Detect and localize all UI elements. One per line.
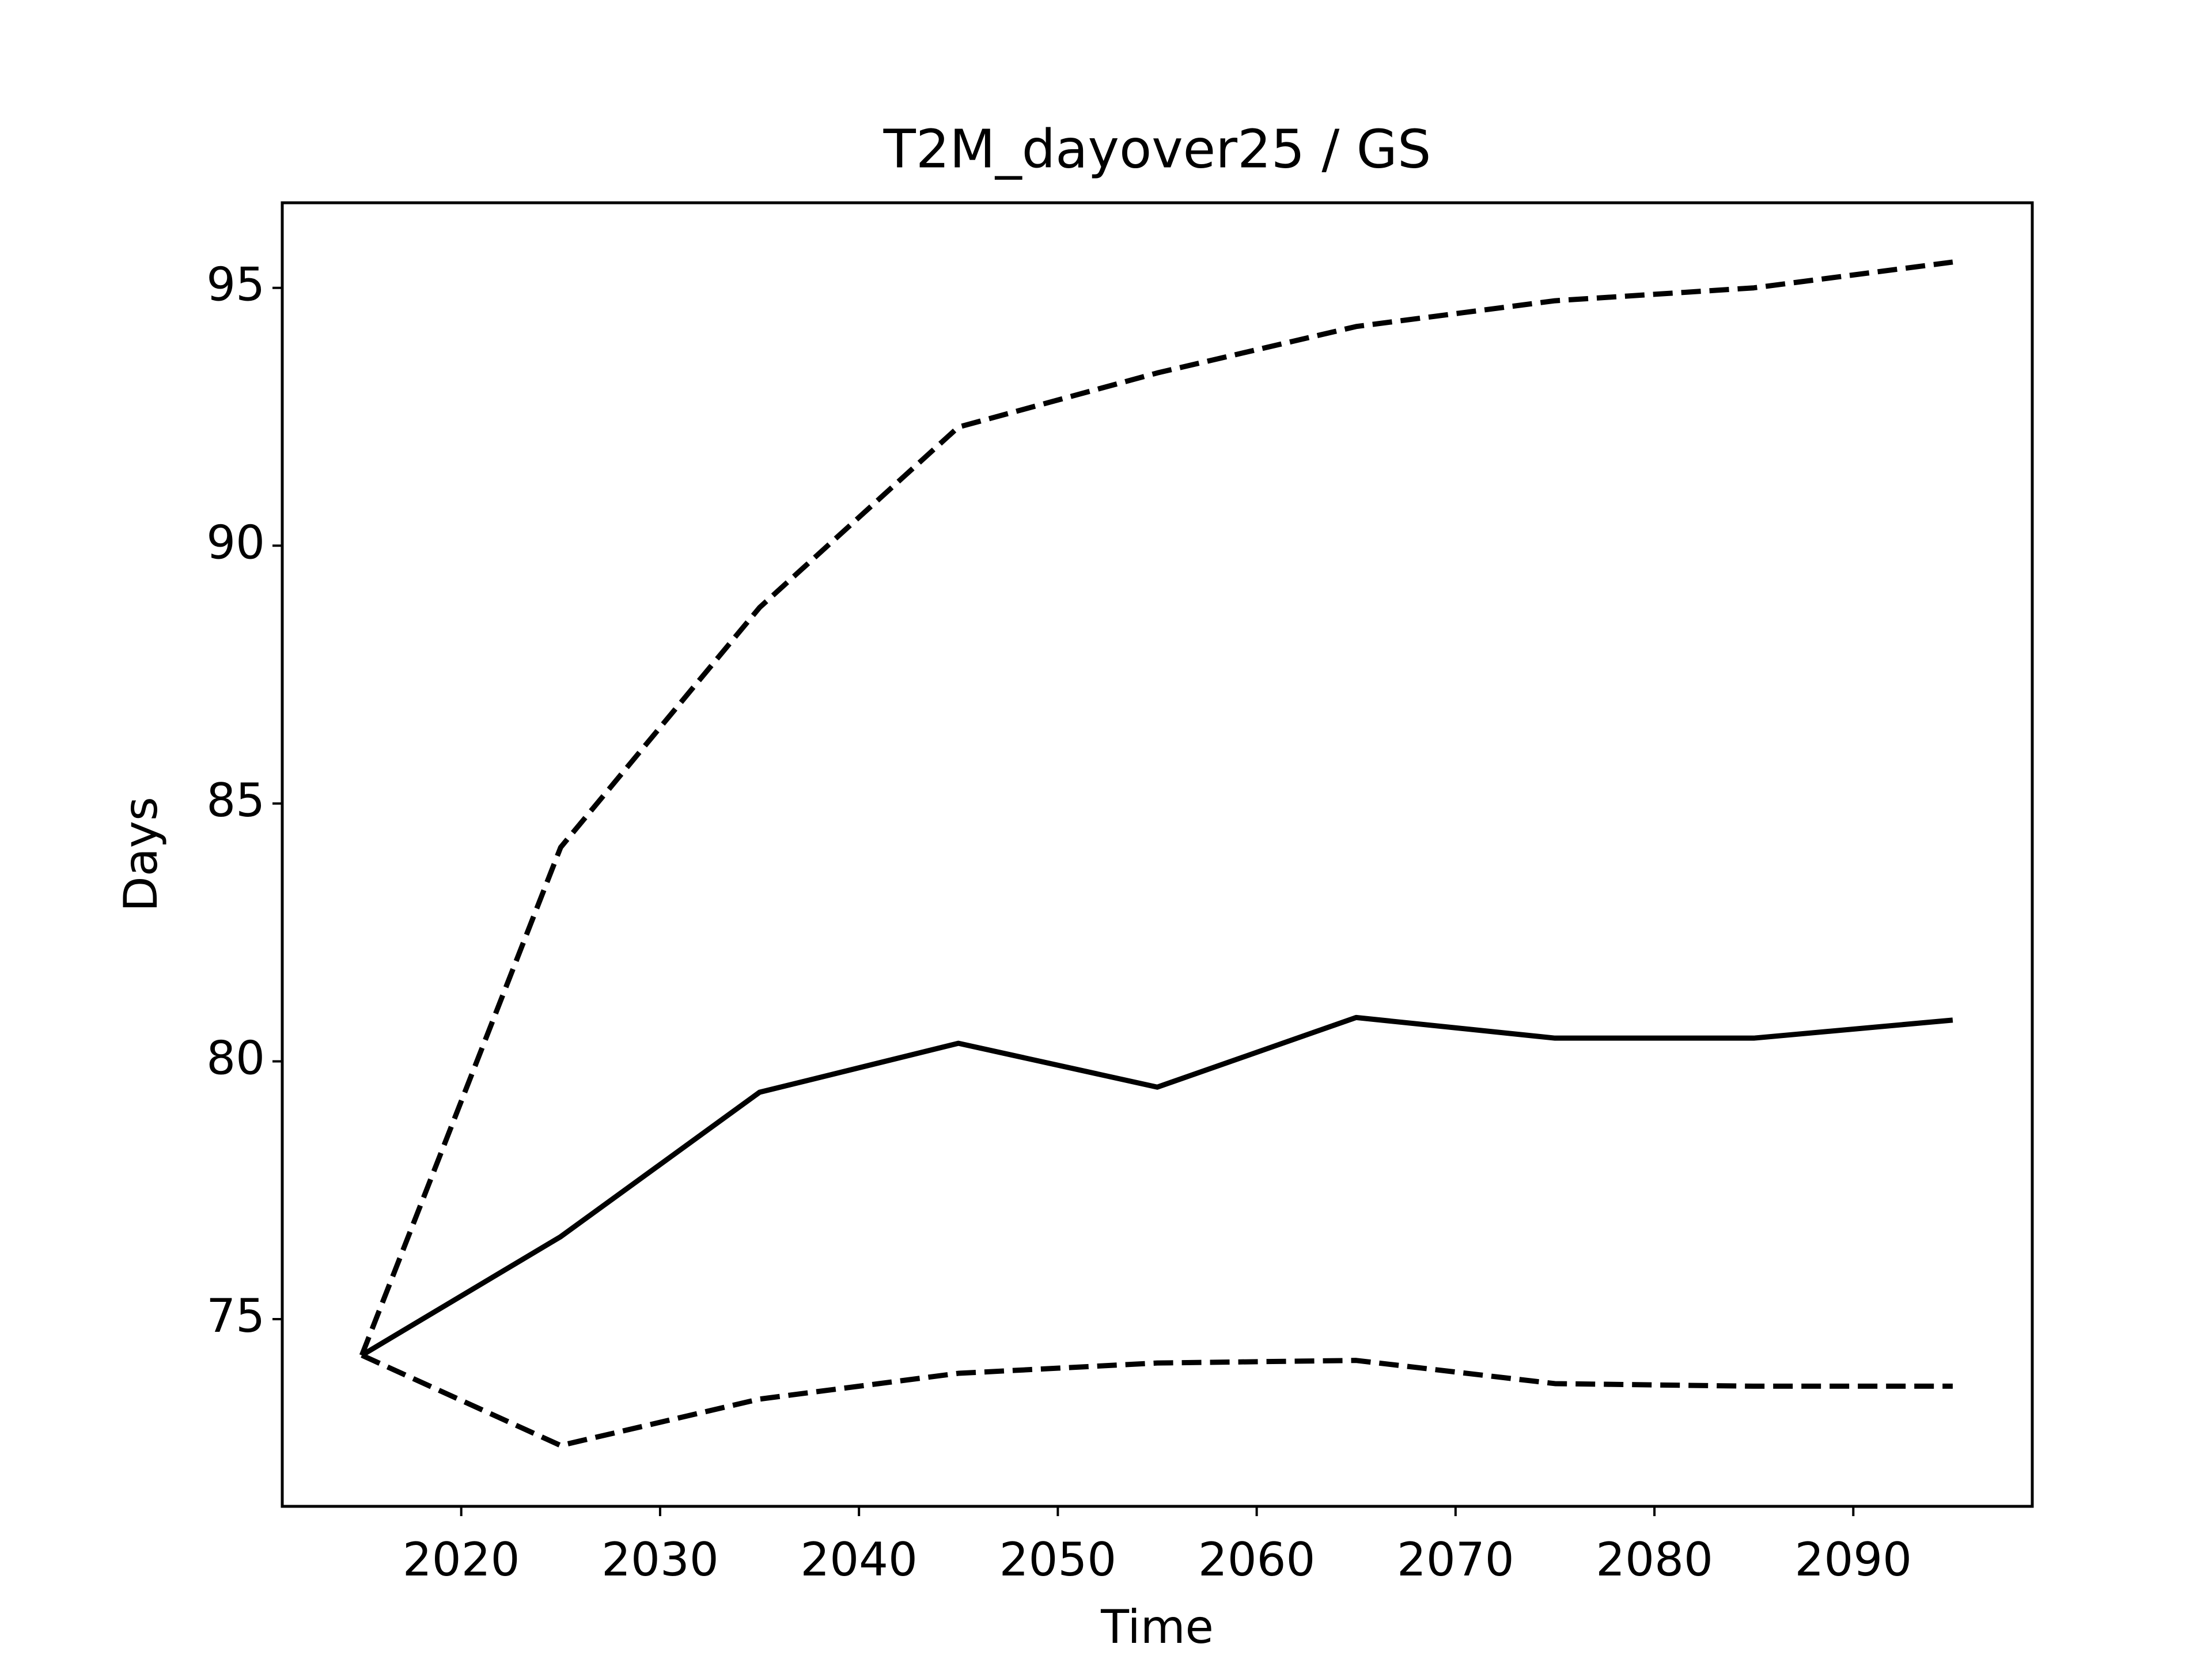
x-tick-label: 2070 <box>1397 1533 1514 1586</box>
chart-title: T2M_dayover25 / GS <box>883 118 1431 180</box>
x-tick-label: 2080 <box>1596 1533 1713 1586</box>
line-series <box>360 1014 1953 1358</box>
x-tick-label: 2060 <box>1198 1533 1316 1586</box>
x-axis-label: Time <box>1100 1600 1214 1654</box>
x-tick-label: 2020 <box>403 1533 520 1586</box>
y-tick-label: 95 <box>206 258 265 312</box>
line-series <box>359 259 1953 1357</box>
y-tick-label: 90 <box>206 516 265 569</box>
y-tick-label: 85 <box>206 774 265 827</box>
x-tick-label: 2050 <box>999 1533 1117 1586</box>
x-tick-label: 2090 <box>1794 1533 1912 1586</box>
y-tick-label: 75 <box>206 1289 265 1343</box>
x-tick-label: 2030 <box>601 1533 719 1586</box>
y-axis-label: Days <box>114 797 168 912</box>
line-series <box>361 1353 1953 1448</box>
y-tick-label: 80 <box>206 1031 265 1085</box>
x-tick-label: 2040 <box>800 1533 918 1586</box>
plot-frame <box>281 201 2034 1508</box>
